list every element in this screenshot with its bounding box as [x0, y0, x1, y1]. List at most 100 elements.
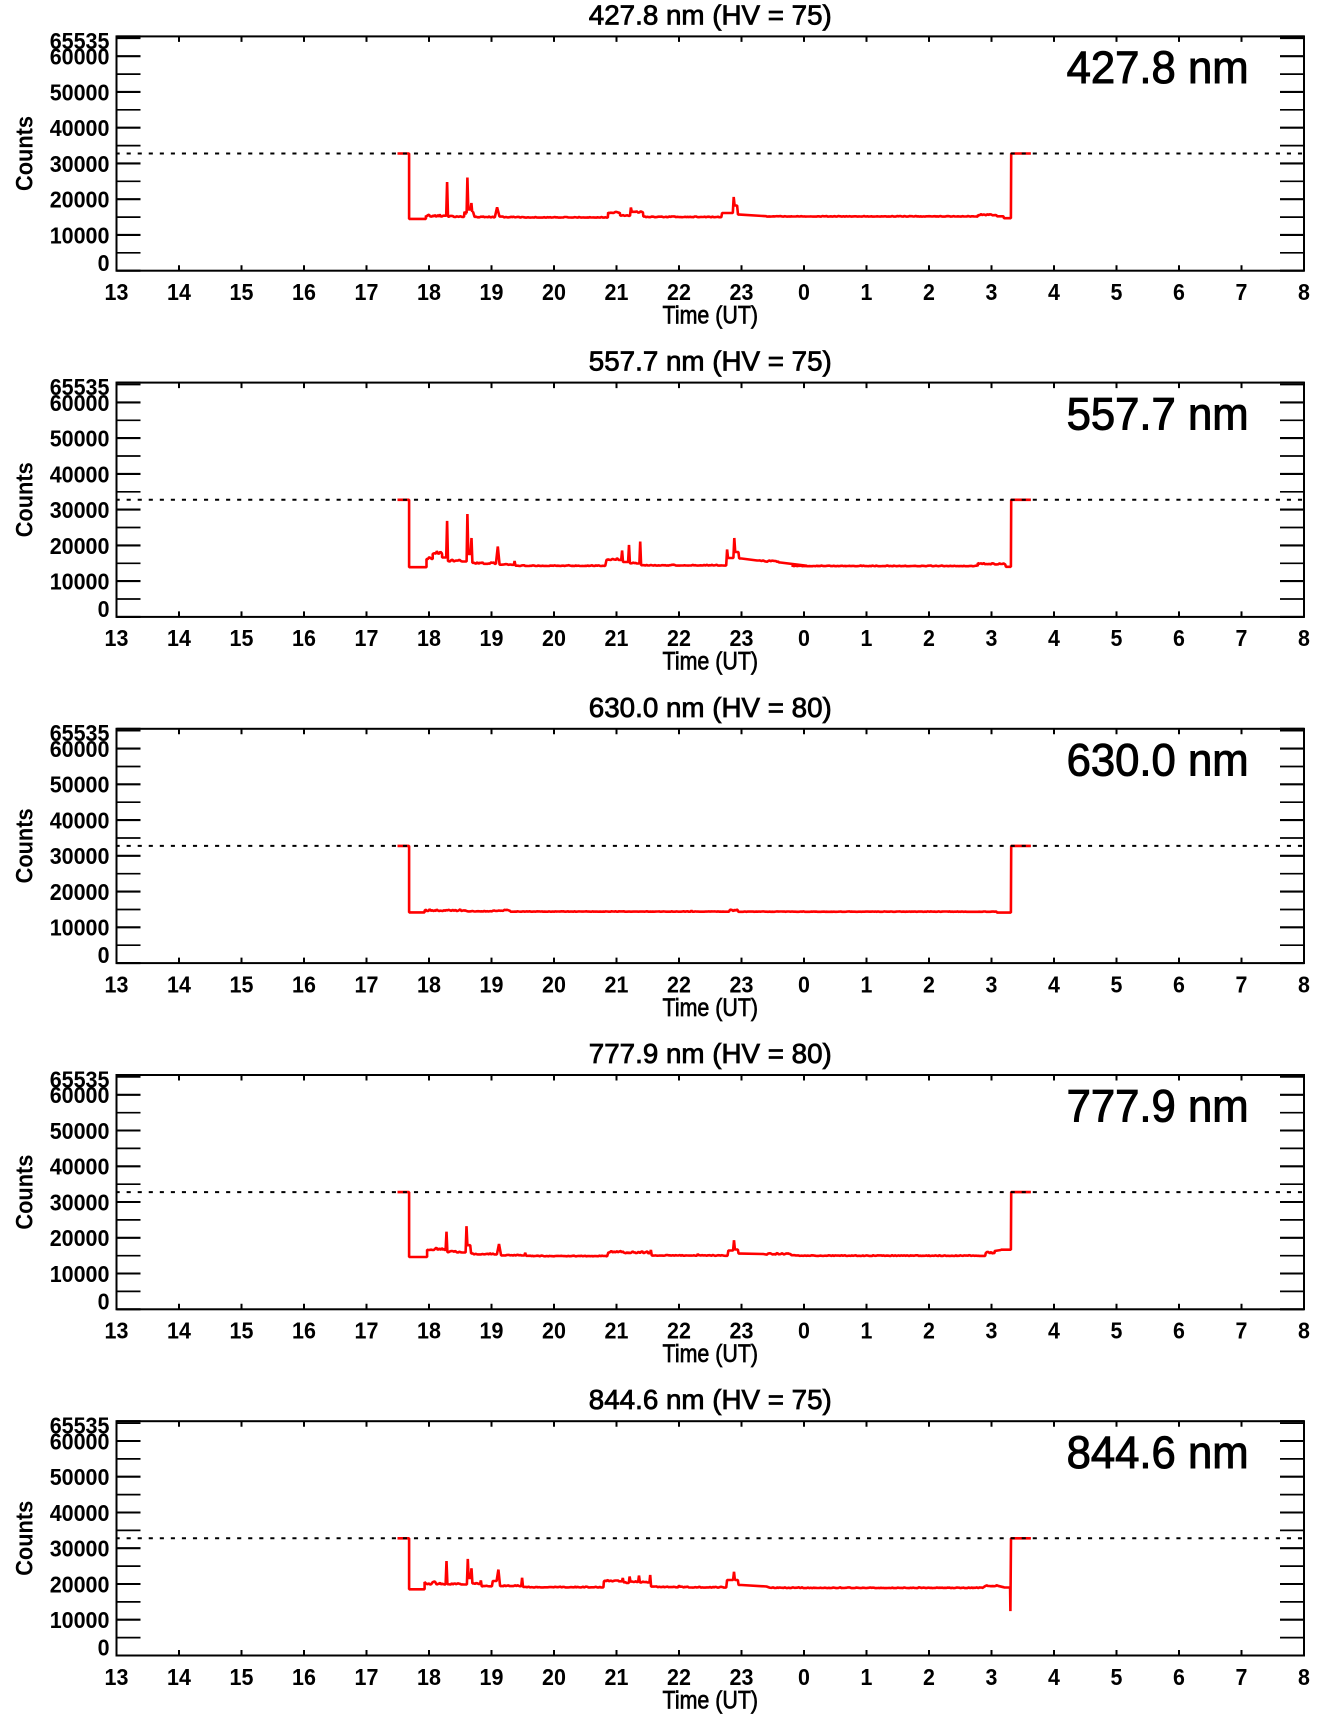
svg-text:21: 21 [605, 1664, 629, 1690]
svg-text:8: 8 [1298, 625, 1310, 651]
svg-text:20: 20 [542, 625, 566, 651]
svg-text:7: 7 [1236, 1664, 1248, 1690]
svg-text:2: 2 [923, 971, 935, 997]
svg-text:777.9 nm (HV = 80): 777.9 nm (HV = 80) [589, 1038, 832, 1069]
svg-text:6: 6 [1173, 1318, 1185, 1344]
svg-text:2: 2 [923, 1318, 935, 1344]
svg-text:7: 7 [1236, 971, 1248, 997]
svg-text:20000: 20000 [50, 1571, 110, 1597]
svg-text:1: 1 [861, 279, 873, 305]
svg-text:Time (UT): Time (UT) [663, 1340, 759, 1368]
svg-text:Counts: Counts [12, 1501, 39, 1576]
svg-text:50000: 50000 [50, 426, 110, 452]
svg-text:16: 16 [292, 1664, 316, 1690]
svg-text:5: 5 [1111, 1664, 1123, 1690]
svg-text:14: 14 [167, 279, 191, 305]
svg-text:13: 13 [105, 971, 129, 997]
svg-text:844.6 nm: 844.6 nm [1067, 1427, 1249, 1478]
svg-text:6: 6 [1173, 279, 1185, 305]
svg-text:15: 15 [230, 971, 254, 997]
svg-text:40000: 40000 [50, 115, 110, 141]
svg-text:3: 3 [986, 625, 998, 651]
svg-text:10000: 10000 [50, 1261, 110, 1287]
svg-text:50000: 50000 [50, 79, 110, 105]
svg-text:23: 23 [730, 625, 754, 651]
svg-text:19: 19 [480, 279, 504, 305]
svg-text:30000: 30000 [50, 1189, 110, 1215]
svg-text:844.6 nm (HV = 75): 844.6 nm (HV = 75) [589, 1384, 832, 1415]
svg-text:65535: 65535 [50, 720, 110, 746]
svg-text:16: 16 [292, 1318, 316, 1344]
svg-text:6: 6 [1173, 971, 1185, 997]
svg-text:1: 1 [861, 1664, 873, 1690]
svg-text:16: 16 [292, 279, 316, 305]
svg-text:8: 8 [1298, 1318, 1310, 1344]
svg-text:50000: 50000 [50, 1118, 110, 1144]
svg-text:14: 14 [167, 1664, 191, 1690]
svg-text:21: 21 [605, 971, 629, 997]
svg-text:8: 8 [1298, 1664, 1310, 1690]
svg-text:10000: 10000 [50, 569, 110, 595]
svg-text:15: 15 [230, 279, 254, 305]
svg-text:0: 0 [798, 1664, 810, 1690]
svg-text:40000: 40000 [50, 1154, 110, 1180]
svg-text:40000: 40000 [50, 1500, 110, 1526]
svg-text:4: 4 [1048, 1664, 1060, 1690]
svg-text:22: 22 [667, 971, 691, 997]
svg-text:30000: 30000 [50, 1536, 110, 1562]
svg-text:20000: 20000 [50, 187, 110, 213]
svg-text:17: 17 [355, 279, 379, 305]
svg-text:0: 0 [798, 971, 810, 997]
svg-text:18: 18 [417, 625, 441, 651]
svg-text:0: 0 [98, 596, 110, 622]
svg-text:7: 7 [1236, 279, 1248, 305]
svg-text:8: 8 [1298, 971, 1310, 997]
svg-text:22: 22 [667, 1318, 691, 1344]
svg-text:18: 18 [417, 279, 441, 305]
svg-text:Counts: Counts [12, 462, 39, 537]
svg-text:40000: 40000 [50, 461, 110, 487]
svg-text:2: 2 [923, 279, 935, 305]
svg-text:20: 20 [542, 279, 566, 305]
svg-text:60000: 60000 [50, 44, 110, 70]
svg-text:Time (UT): Time (UT) [663, 302, 759, 330]
svg-text:5: 5 [1111, 279, 1123, 305]
svg-text:0: 0 [798, 625, 810, 651]
svg-text:13: 13 [105, 279, 129, 305]
svg-text:19: 19 [480, 1318, 504, 1344]
svg-text:22: 22 [667, 279, 691, 305]
svg-text:0: 0 [98, 1635, 110, 1661]
svg-text:30000: 30000 [50, 497, 110, 523]
svg-text:5: 5 [1111, 971, 1123, 997]
svg-text:14: 14 [167, 625, 191, 651]
svg-text:50000: 50000 [50, 772, 110, 798]
svg-text:22: 22 [667, 625, 691, 651]
svg-text:20: 20 [542, 1318, 566, 1344]
svg-text:Counts: Counts [12, 116, 39, 191]
svg-text:23: 23 [730, 971, 754, 997]
svg-text:60000: 60000 [50, 390, 110, 416]
svg-text:15: 15 [230, 625, 254, 651]
svg-text:427.8 nm: 427.8 nm [1067, 42, 1249, 93]
svg-text:14: 14 [167, 971, 191, 997]
svg-text:3: 3 [986, 279, 998, 305]
svg-text:3: 3 [986, 971, 998, 997]
svg-text:17: 17 [355, 1664, 379, 1690]
svg-text:30000: 30000 [50, 151, 110, 177]
svg-text:65535: 65535 [50, 1413, 110, 1439]
svg-text:19: 19 [480, 1664, 504, 1690]
svg-text:13: 13 [105, 1664, 129, 1690]
svg-text:0: 0 [98, 942, 110, 968]
svg-text:6: 6 [1173, 1664, 1185, 1690]
svg-text:19: 19 [480, 625, 504, 651]
svg-text:20000: 20000 [50, 1225, 110, 1251]
svg-text:7: 7 [1236, 1318, 1248, 1344]
svg-text:18: 18 [417, 971, 441, 997]
svg-text:16: 16 [292, 625, 316, 651]
svg-text:20: 20 [542, 1664, 566, 1690]
svg-text:0: 0 [798, 279, 810, 305]
svg-text:427.8 nm (HV = 75): 427.8 nm (HV = 75) [589, 0, 832, 30]
svg-text:10000: 10000 [50, 915, 110, 941]
svg-text:10000: 10000 [50, 222, 110, 248]
svg-text:21: 21 [605, 279, 629, 305]
